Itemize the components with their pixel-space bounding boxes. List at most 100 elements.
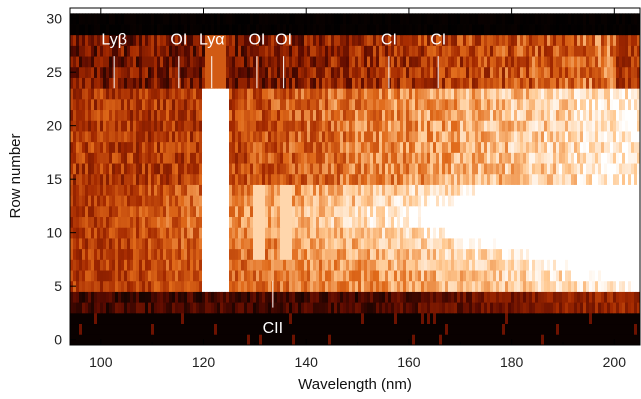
heatmap-cell <box>559 302 563 314</box>
heatmap-cell <box>229 66 233 78</box>
heatmap-cell <box>139 195 143 207</box>
heatmap-cell <box>298 205 302 218</box>
heatmap-cell <box>319 238 323 250</box>
heatmap-cell <box>70 131 74 143</box>
heatmap-cell <box>262 205 266 218</box>
heatmap-cell <box>379 88 383 100</box>
heatmap-cell <box>517 216 521 228</box>
heatmap-cell <box>403 141 407 153</box>
heatmap-cell <box>262 323 266 335</box>
heatmap-cell <box>202 270 206 282</box>
heatmap-cell <box>469 227 473 239</box>
heatmap-cell <box>298 66 302 78</box>
heatmap-cell <box>565 334 569 345</box>
heatmap-cell <box>502 259 506 271</box>
heatmap-cell <box>316 216 320 228</box>
heatmap-cell <box>610 227 614 239</box>
heatmap-cell <box>394 184 398 196</box>
heatmap-cell <box>205 205 209 218</box>
heatmap-cell <box>478 152 482 164</box>
heatmap-cell <box>232 77 236 89</box>
heatmap-cell <box>637 184 640 196</box>
heatmap-cell <box>106 109 110 121</box>
heatmap-cell <box>346 302 350 314</box>
heatmap-cell <box>226 141 230 153</box>
heatmap-cell <box>259 120 263 132</box>
heatmap-cell <box>595 88 599 100</box>
heatmap-cell <box>157 323 161 335</box>
heatmap-cell <box>523 312 527 325</box>
heatmap-cell <box>463 131 467 143</box>
heatmap-cell <box>520 195 524 207</box>
heatmap-cell <box>73 184 77 196</box>
heatmap-cell <box>253 291 257 303</box>
heatmap-cell <box>238 227 242 239</box>
heatmap-cell <box>382 66 386 78</box>
heatmap-cell <box>544 184 548 196</box>
heatmap-cell <box>514 291 518 303</box>
heatmap-cell <box>442 163 446 175</box>
heatmap-cell <box>214 291 218 303</box>
heatmap-cell <box>208 184 212 196</box>
heatmap-cell <box>562 323 566 335</box>
heatmap-cell <box>226 77 230 89</box>
heatmap-cell <box>454 131 458 143</box>
heatmap-cell <box>403 291 407 303</box>
heatmap-cell <box>301 280 305 292</box>
heatmap-cell <box>391 152 395 164</box>
heatmap-cell <box>568 184 572 196</box>
heatmap-cell <box>436 163 440 175</box>
heatmap-cell <box>499 120 503 132</box>
heatmap-cell <box>430 98 434 111</box>
heatmap-cell <box>451 334 455 345</box>
heatmap-cell <box>466 291 470 303</box>
heatmap-cell <box>616 109 620 121</box>
heatmap-cell <box>496 291 500 303</box>
heatmap-cell <box>505 66 509 78</box>
heatmap-cell <box>247 291 251 303</box>
heatmap-cell <box>223 270 227 282</box>
heatmap-cell <box>316 259 320 271</box>
heatmap-cell <box>604 248 608 260</box>
heatmap-cell <box>583 270 587 282</box>
heatmap-cell <box>244 173 248 185</box>
heatmap-cell <box>583 184 587 196</box>
heatmap-cell <box>583 131 587 143</box>
heatmap-cell <box>196 270 200 282</box>
heatmap-cell <box>364 259 368 271</box>
heatmap-cell <box>79 88 83 100</box>
heatmap-cell <box>79 120 83 132</box>
heatmap-cell <box>559 227 563 239</box>
heatmap-cell <box>214 56 218 68</box>
heatmap-cell <box>478 163 482 175</box>
heatmap-cell <box>295 216 299 228</box>
heatmap-cell <box>634 323 638 335</box>
heatmap-cell <box>484 163 488 175</box>
heatmap-cell <box>211 323 215 335</box>
heatmap-cell <box>619 205 623 218</box>
heatmap-cell <box>487 66 491 78</box>
heatmap-cell <box>439 238 443 250</box>
heatmap-cell <box>352 312 356 325</box>
heatmap-cell <box>328 238 332 250</box>
heatmap-cell <box>373 109 377 121</box>
heatmap-cell <box>400 227 404 239</box>
heatmap-cell <box>88 120 92 132</box>
heatmap-cell <box>409 184 413 196</box>
heatmap-cell <box>481 291 485 303</box>
heatmap-cell <box>184 238 188 250</box>
heatmap-cell <box>376 88 380 100</box>
heatmap-cell <box>373 120 377 132</box>
heatmap-cell <box>298 173 302 185</box>
heatmap-cell <box>169 141 173 153</box>
heatmap-cell <box>619 248 623 260</box>
heatmap-cell <box>484 98 488 111</box>
heatmap-cell <box>130 216 134 228</box>
heatmap-cell <box>571 141 575 153</box>
heatmap-cell <box>127 56 131 68</box>
heatmap-cell <box>520 216 524 228</box>
heatmap-cell <box>292 141 296 153</box>
heatmap-cell <box>592 312 596 325</box>
heatmap-cell <box>199 141 203 153</box>
heatmap-cell <box>103 120 107 132</box>
